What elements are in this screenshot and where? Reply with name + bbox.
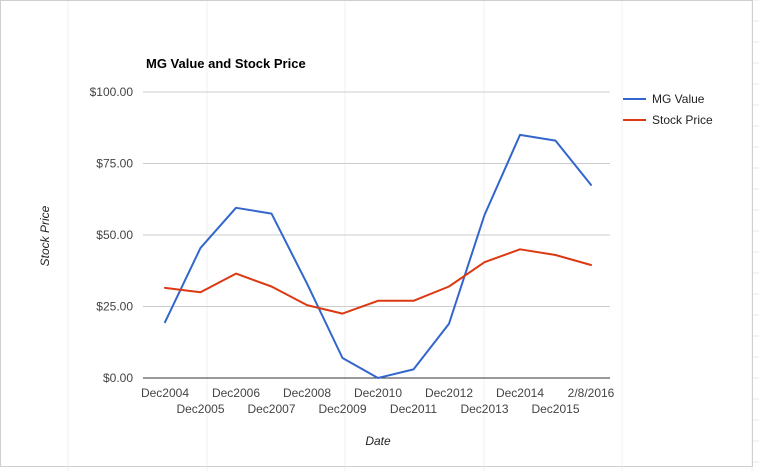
x-tick-label: Dec2015 — [531, 402, 579, 416]
legend-label: MG Value — [652, 92, 705, 106]
x-tick-label: Dec2011 — [390, 402, 437, 416]
y-tick-label: $25.00 — [96, 300, 133, 314]
x-tick-label: 2/8/2016 — [568, 386, 615, 400]
y-tick-label: $50.00 — [96, 228, 133, 242]
y-axis-title: Stock Price — [38, 205, 52, 266]
legend-label: Stock Price — [652, 113, 713, 127]
x-tick-label: Dec2010 — [354, 386, 402, 400]
legend: MG Value Stock Price — [623, 92, 713, 127]
x-tick-label: Dec2012 — [425, 386, 473, 400]
y-tick-label: $100.00 — [90, 85, 134, 99]
y-axis-ticks: $0.00 $25.00 $50.00 $75.00 $100.00 — [90, 85, 134, 385]
x-tick-label: Dec2006 — [212, 386, 260, 400]
y-tick-label: $0.00 — [103, 371, 133, 385]
x-tick-label: Dec2007 — [247, 402, 295, 416]
x-axis-ticks: Dec2004 Dec2005 Dec2006 Dec2007 Dec2008 Dec20… — [141, 386, 615, 416]
x-tick-label: Dec2009 — [318, 402, 366, 416]
x-tick-label: Dec2005 — [176, 402, 224, 416]
x-tick-label: Dec2008 — [283, 386, 331, 400]
x-tick-label: Dec2013 — [460, 402, 508, 416]
gridlines — [143, 91, 610, 379]
x-tick-label: Dec2004 — [141, 386, 189, 400]
series-lines — [164, 133, 592, 379]
series-line-stock-price — [164, 248, 592, 315]
x-axis-title: Date — [365, 434, 391, 448]
series-line-mg-value — [164, 133, 592, 379]
chart-title: MG Value and Stock Price — [146, 56, 306, 71]
x-tick-label: Dec2014 — [496, 386, 544, 400]
y-tick-label: $75.00 — [96, 157, 133, 171]
